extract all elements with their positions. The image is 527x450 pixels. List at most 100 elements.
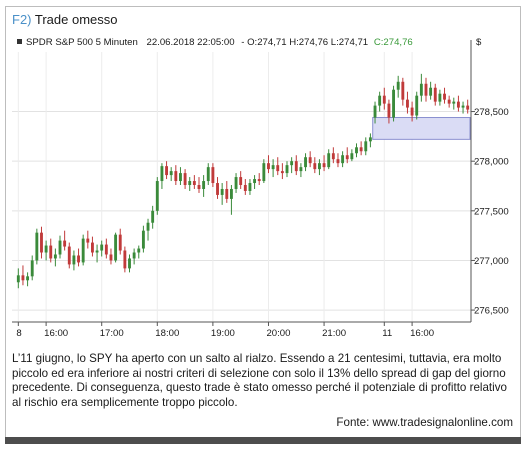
candle-body: [26, 276, 30, 281]
candle: [239, 171, 243, 189]
y-tick-label: 278,000: [474, 157, 509, 168]
candle-body: [433, 87, 437, 102]
candle: [461, 101, 465, 114]
candle-body: [206, 167, 210, 182]
candle: [438, 89, 442, 106]
figure-frame: [5, 6, 521, 439]
candle: [271, 159, 275, 178]
candle: [128, 254, 131, 273]
candle: [30, 255, 34, 281]
candle-body: [322, 163, 326, 168]
candle-body: [271, 165, 275, 170]
candle: [86, 230, 90, 249]
candle-body: [174, 171, 178, 182]
candle-body: [155, 181, 159, 211]
candle: [16, 268, 20, 289]
candle: [192, 175, 196, 189]
candle-body: [248, 183, 252, 191]
candle: [243, 179, 247, 195]
candle-body: [392, 89, 395, 118]
candle: [401, 77, 405, 106]
candle-body: [114, 234, 118, 261]
candle-body: [257, 179, 261, 182]
candle: [299, 163, 303, 178]
y-axis: 278,500 278,000 277,500 277,000 276,500: [471, 107, 509, 317]
candle: [53, 248, 57, 267]
candle-body: [341, 155, 345, 164]
x-tick-label: 18:00: [155, 328, 179, 339]
bottom-bar: [5, 437, 521, 444]
candle: [21, 265, 25, 286]
candle: [104, 238, 108, 259]
candle-body: [368, 137, 372, 142]
candle: [276, 157, 280, 176]
candle: [267, 155, 270, 174]
candle: [456, 95, 460, 112]
candle: [336, 153, 340, 168]
candle-body: [364, 141, 368, 152]
instrument-name: SPDR S&P 500 5 Minuten 22.06.2018 22:05:…: [26, 37, 413, 48]
candle-body: [86, 238, 90, 243]
candle-body: [16, 275, 20, 283]
candle: [327, 149, 331, 170]
candle: [151, 205, 155, 229]
x-tick-label: 21:00: [322, 328, 346, 339]
candle-body: [350, 153, 354, 160]
candle-body: [378, 95, 382, 106]
candle: [49, 238, 53, 263]
candle-body: [192, 181, 196, 186]
candle: [392, 85, 395, 122]
instrument-close: C:274,76: [374, 37, 413, 48]
candle-body: [53, 254, 57, 259]
candle-body: [355, 147, 358, 154]
candle-body: [35, 232, 39, 261]
x-tick-label: 11: [382, 328, 392, 339]
candle-body: [220, 188, 224, 195]
instrument-header: SPDR S&P 500 5 Minuten 22.06.2018 22:05:…: [17, 37, 482, 48]
figure-label: F2): [12, 12, 32, 27]
candle-layer: [16, 73, 470, 289]
x-tick-label: 16:00: [44, 328, 68, 339]
x-tick-label: 16:00: [410, 328, 434, 339]
candle: [318, 159, 321, 176]
candle-body: [410, 107, 414, 116]
candle-body: [151, 210, 155, 223]
candle-body: [419, 83, 423, 96]
candle-body: [424, 83, 428, 96]
candle-body: [313, 163, 317, 170]
candle: [308, 151, 312, 168]
candle: [345, 147, 349, 164]
candle: [452, 97, 456, 110]
candle-body: [109, 254, 113, 261]
candle: [359, 141, 363, 156]
candle-body: [280, 171, 284, 174]
candle-body: [243, 185, 247, 191]
candle: [229, 185, 233, 215]
y-tick-label: 278,500: [474, 107, 509, 118]
candle-body: [49, 245, 53, 259]
candle: [294, 155, 298, 176]
candle: [331, 147, 335, 164]
candle-body: [253, 179, 257, 184]
candle-body: [91, 242, 94, 253]
figure-source: Fonte: www.tradesignalonline.com: [336, 416, 513, 429]
candle-body: [299, 167, 303, 172]
candle: [387, 99, 391, 124]
candle-body: [30, 260, 34, 277]
candle-body: [132, 252, 136, 259]
candle: [100, 240, 104, 257]
candle-body: [382, 95, 386, 104]
candle: [58, 235, 62, 259]
candle: [197, 177, 201, 193]
candle-body: [406, 99, 409, 108]
candle-body: [146, 222, 150, 231]
candle-body: [211, 167, 215, 184]
candle-body: [429, 87, 433, 96]
candle-body: [216, 183, 219, 195]
candle-body: [239, 177, 243, 186]
candle: [132, 248, 136, 265]
candle-body: [452, 101, 456, 104]
candle: [443, 87, 446, 104]
candle-body: [345, 155, 349, 160]
candle-body: [276, 165, 280, 172]
